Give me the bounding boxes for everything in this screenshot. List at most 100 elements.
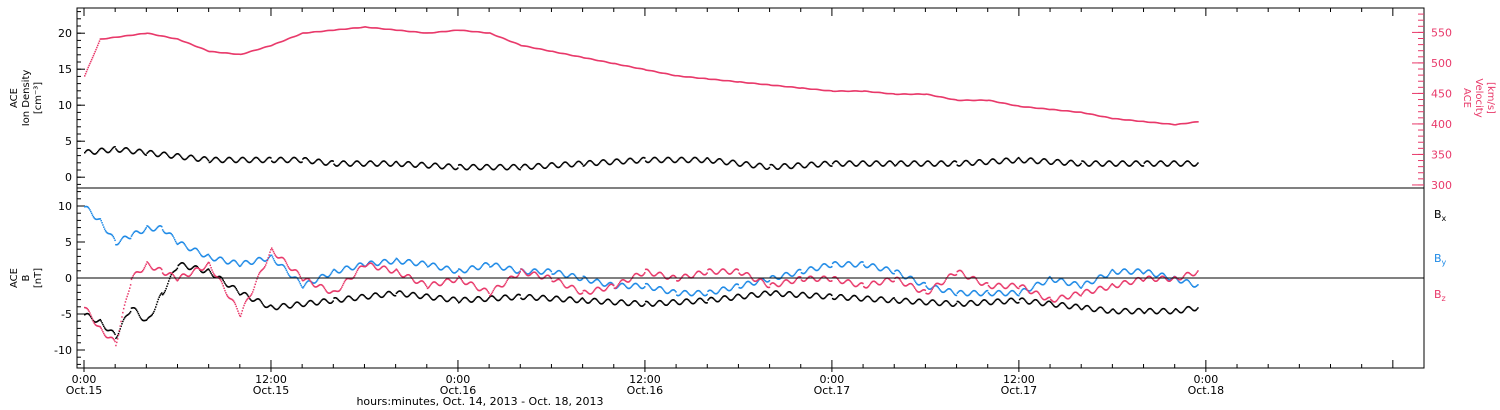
bx-point [302, 305, 304, 308]
by-point [703, 294, 706, 297]
by-point [535, 269, 538, 271]
density-point [96, 152, 98, 154]
density-point [89, 149, 91, 152]
by-point [436, 265, 438, 268]
density-point [452, 167, 455, 170]
by-point [432, 262, 435, 264]
density-point [944, 163, 946, 166]
by-point [167, 232, 170, 234]
bx-point [688, 299, 690, 302]
bx-point [833, 298, 836, 301]
density-point [970, 163, 972, 166]
velocity-point [866, 90, 869, 93]
bx-point [738, 293, 740, 296]
by-point [500, 267, 502, 270]
velocity-point [844, 90, 846, 92]
velocity-point [744, 81, 746, 84]
velocity-point [484, 32, 487, 34]
bx-point [206, 269, 208, 271]
by-point [231, 260, 233, 262]
density-point [214, 156, 217, 159]
velocity-point [412, 30, 415, 33]
velocity-point [1104, 116, 1107, 118]
velocity-point [335, 29, 338, 31]
bx-point [348, 295, 350, 297]
velocity-point [440, 30, 443, 33]
bx-point [488, 297, 490, 299]
by-point [857, 263, 860, 266]
bx-point [943, 300, 946, 303]
x-tick-date: Oct.17 [1001, 384, 1038, 397]
bx-point [166, 285, 168, 288]
density-point [888, 160, 890, 162]
by-point [691, 294, 694, 297]
velocity-point [230, 52, 232, 55]
velocity-point [506, 39, 508, 41]
by-point [242, 261, 244, 264]
density-point [273, 161, 276, 164]
bx-point [958, 301, 960, 303]
bx-point [412, 291, 415, 294]
velocity-point [1090, 113, 1093, 115]
velocity-point [833, 90, 836, 93]
velocity-point [437, 31, 439, 33]
density-point [219, 159, 221, 162]
density-point [963, 160, 965, 163]
density-point [1182, 163, 1184, 166]
velocity-point [461, 29, 463, 32]
density-point [798, 162, 800, 164]
velocity-point [709, 78, 712, 81]
density-point [480, 168, 482, 171]
bx-point [979, 302, 982, 304]
density-point [355, 160, 358, 162]
by-point [281, 263, 283, 266]
by-point [217, 257, 219, 260]
density-point [137, 148, 140, 151]
bx-point [391, 292, 393, 295]
velocity-point [252, 49, 255, 52]
bx-point [814, 292, 817, 295]
by-point [393, 259, 396, 262]
bx-point [560, 300, 563, 302]
velocity-point [563, 52, 566, 55]
density-point [364, 164, 366, 167]
density-point [787, 166, 790, 168]
bx-point [179, 263, 181, 265]
velocity-point [115, 36, 117, 38]
velocity-point [1121, 118, 1124, 121]
velocity-point [688, 76, 690, 78]
velocity-point [109, 37, 111, 39]
density-point [399, 164, 401, 167]
velocity-point [348, 27, 350, 30]
velocity-point [542, 48, 545, 51]
density-point [541, 165, 543, 167]
x-tick-time: 0:00 [1194, 373, 1219, 386]
bx-point [1005, 301, 1008, 303]
bx-point [677, 303, 680, 305]
velocity-point [1144, 120, 1146, 123]
by-point [179, 241, 181, 244]
velocity-point [586, 57, 588, 60]
by-point [245, 260, 248, 262]
bx-point [139, 316, 141, 318]
velocity-point [824, 89, 827, 92]
bx-point [90, 317, 93, 319]
velocity-point [1037, 107, 1040, 110]
density-point [741, 163, 744, 166]
velocity-point [534, 47, 537, 50]
bx-point [396, 291, 398, 294]
density-point [423, 163, 425, 165]
bx-point [1114, 309, 1116, 312]
velocity-point [625, 65, 627, 67]
density-point [779, 166, 782, 168]
density-point [581, 163, 584, 166]
velocity-point [181, 40, 184, 42]
density-point [596, 164, 598, 166]
density-point [850, 161, 853, 164]
by-point [790, 275, 792, 277]
bx-point [610, 300, 612, 303]
by-point [127, 237, 129, 239]
bx-point [966, 302, 969, 304]
velocity-point [90, 60, 92, 63]
bx-point [950, 304, 952, 307]
